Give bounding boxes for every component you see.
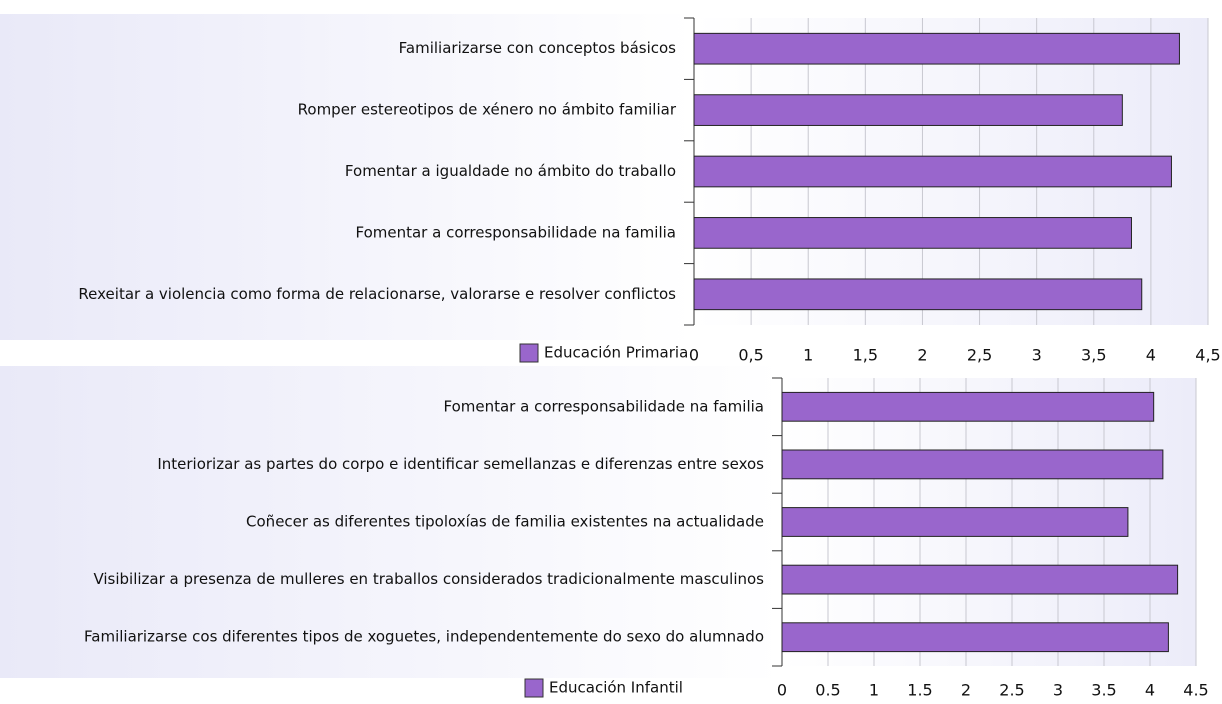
y-tick-label: Familiarizarse cos diferentes tipos de x… xyxy=(84,628,764,646)
x-tick-label: 4 xyxy=(1146,346,1156,365)
x-tick-label: 2 xyxy=(917,346,927,365)
x-tick-label: 1 xyxy=(803,346,813,365)
legend-swatch xyxy=(519,343,539,363)
x-tick-label: 0 xyxy=(777,681,787,700)
x-tick-label: 4,5 xyxy=(1195,346,1220,365)
bar xyxy=(781,564,1179,595)
y-tick-label: Fomentar a corresponsabilidade na famili… xyxy=(443,397,764,415)
bar xyxy=(781,507,1129,537)
x-tick-label: 3,5 xyxy=(1081,346,1106,365)
y-tick-label: Familiarizarse con conceptos básicos xyxy=(399,39,677,57)
legend-swatch xyxy=(524,678,544,698)
bar xyxy=(693,32,1180,65)
x-tick-label: 4 xyxy=(1145,681,1155,700)
y-tick-label: Interiorizar as partes do corpo e identi… xyxy=(157,455,764,473)
x-tick-label: 3 xyxy=(1032,346,1042,365)
x-tick-label: 0 xyxy=(689,346,699,365)
bar xyxy=(781,622,1169,653)
y-tick-label: Visibilizar a presenza de mulleres en tr… xyxy=(93,570,764,588)
y-tick-label: Fomentar a igualdade no ámbito do trabal… xyxy=(345,162,676,180)
x-tick-label: 0,5 xyxy=(738,346,763,365)
legend-label: Educación Infantil xyxy=(549,679,683,697)
y-tick-label: Coñecer as diferentes tipoloxías de fami… xyxy=(246,513,764,531)
bar xyxy=(693,217,1132,249)
y-tick-label: Romper estereotipos de xénero no ámbito … xyxy=(298,101,677,119)
y-tick-label: Fomentar a corresponsabilidade na famili… xyxy=(355,223,676,241)
x-tick-label: 1 xyxy=(869,681,879,700)
bar xyxy=(693,278,1143,311)
x-tick-label: 2.5 xyxy=(999,681,1024,700)
bar xyxy=(781,391,1155,422)
x-tick-label: 1,5 xyxy=(853,346,878,365)
x-tick-label: 3.5 xyxy=(1091,681,1116,700)
chart-background xyxy=(0,14,694,340)
x-tick-label: 3 xyxy=(1053,681,1063,700)
bar xyxy=(781,449,1164,480)
chart-background xyxy=(0,366,782,678)
x-tick-label: 1.5 xyxy=(907,681,932,700)
x-tick-label: 2,5 xyxy=(967,346,992,365)
x-tick-label: 0.5 xyxy=(815,681,840,700)
bar xyxy=(693,94,1123,126)
x-tick-label: 2 xyxy=(961,681,971,700)
y-tick-label: Rexeitar a violencia como forma de relac… xyxy=(78,285,676,303)
legend-label: Educación Primaria xyxy=(544,344,688,362)
bar xyxy=(693,155,1172,188)
x-tick-label: 4.5 xyxy=(1183,681,1208,700)
